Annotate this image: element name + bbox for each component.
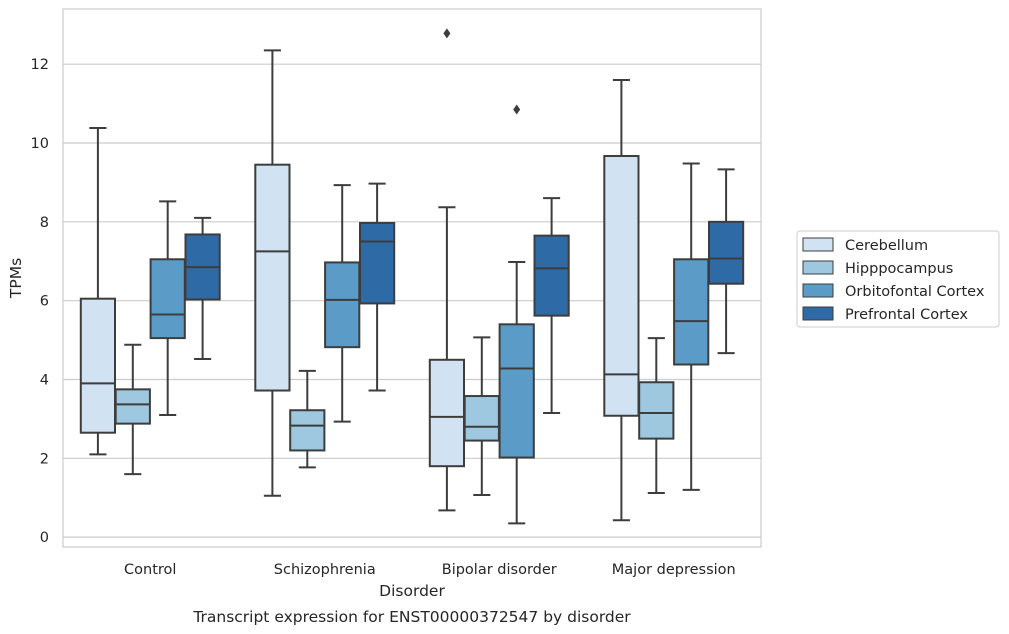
box-iqr <box>707 220 745 285</box>
x-tick-label: Control <box>124 562 176 578</box>
box-iqr <box>533 234 570 317</box>
legend: Cerebellum Hipppocampus Orbitofontal Corte… <box>796 230 1000 328</box>
box-0-1 <box>254 49 291 497</box>
box-0-3 <box>603 78 640 522</box>
x-axis-label: Disorder <box>379 582 445 600</box>
y-tick-label: 8 <box>40 215 49 231</box>
box-1-3 <box>638 337 675 495</box>
x-tick-label: Major depression <box>612 562 736 578</box>
box-iqr <box>114 388 151 425</box>
box-iqr <box>358 222 396 305</box>
box-3-1 <box>358 182 396 392</box>
box-iqr <box>149 258 186 340</box>
box-iqr <box>79 297 117 434</box>
legend-label: Hipppocampus <box>845 261 953 277</box>
box-1-1 <box>289 369 326 469</box>
outlier-point <box>513 104 521 115</box>
box-iqr <box>498 323 535 459</box>
box-2-2 <box>498 104 535 525</box>
y-tick-label: 4 <box>40 372 49 388</box>
legend-swatch <box>802 237 834 252</box>
box-2-3 <box>673 162 710 491</box>
box-3-3 <box>707 168 745 355</box>
box-2-0 <box>149 200 186 416</box>
x-tick-labels: Control Schizophrenia Bipolar disorder Majo… <box>124 562 736 578</box>
legend-label: Prefrontal Cortex <box>845 307 968 323</box>
box-0-2 <box>428 28 466 512</box>
x-tick-label: Schizophrenia <box>274 562 376 578</box>
box-iqr <box>463 395 500 442</box>
box-iqr <box>638 381 675 440</box>
box-0-0 <box>79 127 117 456</box>
box-3-0 <box>184 216 221 360</box>
chart-caption: Transcript expression for ENST0000037254… <box>192 608 631 626</box>
legend-frame <box>796 230 1000 328</box>
legend-label: Cerebellum <box>845 238 928 254</box>
y-tick-label: 0 <box>40 530 49 546</box>
legend-swatch <box>802 260 834 275</box>
outlier-point <box>443 28 451 39</box>
x-tick-label: Bipolar disorder <box>442 562 557 578</box>
y-tick-label: 10 <box>31 136 49 152</box>
box-2-1 <box>324 184 361 423</box>
legend-swatch <box>802 306 834 321</box>
box-iqr <box>289 409 326 452</box>
box-iqr <box>254 163 291 392</box>
box-iqr <box>428 358 466 468</box>
y-tick-label: 6 <box>40 294 49 310</box>
y-tick-label: 12 <box>31 57 49 73</box>
box-iqr <box>324 261 361 349</box>
plot-frame <box>62 8 762 548</box>
y-tick-labels: 0 2 4 6 8 10 12 <box>31 57 49 546</box>
box-plots <box>79 28 745 525</box>
y-axis-label: TPMs <box>7 258 25 299</box>
legend-swatch <box>802 283 834 298</box>
legend-label: Orbitofontal Cortex <box>845 284 985 300</box>
y-tick-label: 2 <box>40 451 49 467</box>
box-1-0 <box>114 343 151 476</box>
box-iqr <box>673 258 710 366</box>
box-iqr <box>603 155 640 417</box>
box-3-2 <box>533 197 570 414</box>
